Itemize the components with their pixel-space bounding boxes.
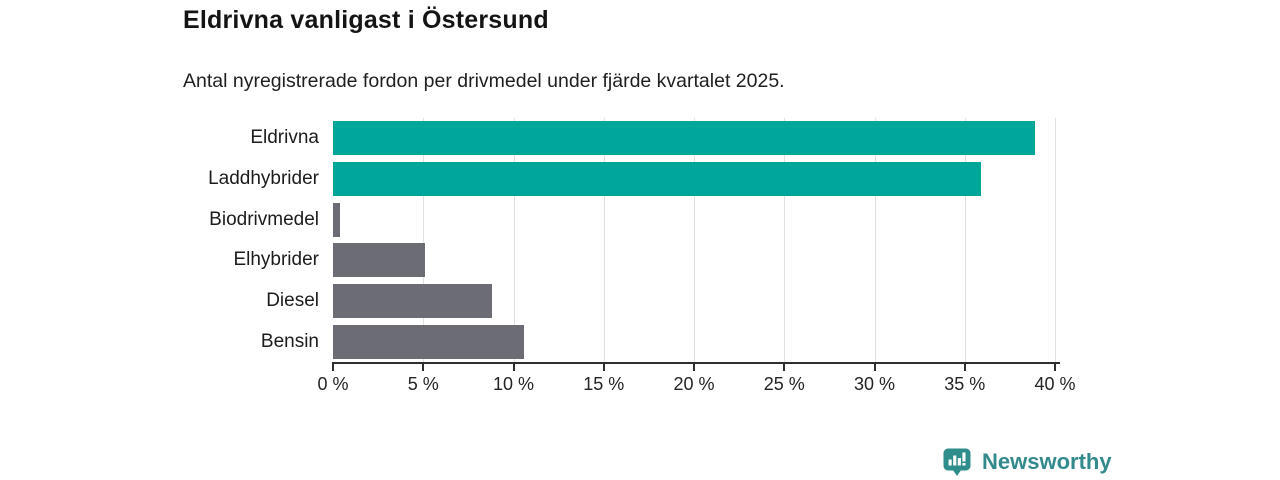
x-tick-40: [1054, 362, 1056, 371]
category-label-biodrivmedel: Biodrivmedel: [209, 208, 319, 230]
x-axis-line: [332, 362, 1060, 364]
x-tick-label-15: 15 %: [583, 374, 625, 394]
newsworthy-logo[interactable]: Newsworthy: [941, 446, 1112, 478]
x-tick-label-40: 40 %: [1034, 374, 1076, 394]
x-tick-20: [693, 362, 695, 371]
bar-diesel: [333, 284, 492, 318]
category-label-eldrivna: Eldrivna: [250, 127, 319, 149]
x-tick-label-5: 5 %: [407, 374, 439, 394]
bar-eldrivna: [333, 121, 1036, 156]
x-tick-label-30: 30 %: [853, 374, 896, 394]
gridline-20: [694, 118, 695, 362]
x-tick-15: [602, 362, 605, 371]
x-tick-0: [332, 362, 334, 371]
chart-subtitle: Antal nyregistrerade fordon per drivmede…: [183, 70, 785, 92]
bar-elhybrider: [333, 243, 426, 278]
x-tick-10: [512, 362, 515, 371]
x-tick-30: [873, 362, 876, 371]
newsworthy-wordmark: Newsworthy: [982, 449, 1112, 474]
x-tick-25: [783, 362, 786, 371]
gridline-40: [1055, 118, 1056, 362]
gridline-15: [603, 118, 605, 362]
gridline-35: [964, 118, 966, 362]
bar-biodrivmedel: [333, 202, 341, 237]
category-label-diesel: Diesel: [266, 290, 319, 311]
category-label-laddhybrider: Laddhybrider: [208, 168, 319, 189]
x-tick-label-0: 0 %: [317, 374, 349, 394]
gridline-30: [874, 118, 876, 362]
x-tick-label-35: 35 %: [944, 374, 986, 394]
category-label-bensin: Bensin: [260, 330, 319, 352]
x-tick-label-20: 20 %: [673, 374, 715, 394]
bar-laddhybrider: [333, 162, 981, 196]
gridline-10: [513, 118, 515, 362]
x-tick-35: [963, 362, 966, 371]
bar-bensin: [333, 324, 525, 359]
gridline-25: [784, 118, 786, 362]
chart-title: Eldrivna vanligast i Östersund: [183, 6, 549, 34]
category-label-elhybrider: Elhybrider: [233, 249, 319, 271]
x-tick-5: [422, 362, 425, 371]
gridline-5: [423, 118, 425, 362]
x-tick-label-25: 25 %: [763, 374, 805, 394]
x-tick-label-10: 10 %: [492, 374, 535, 394]
newsworthy-barchart-pin-icon: [941, 446, 973, 478]
